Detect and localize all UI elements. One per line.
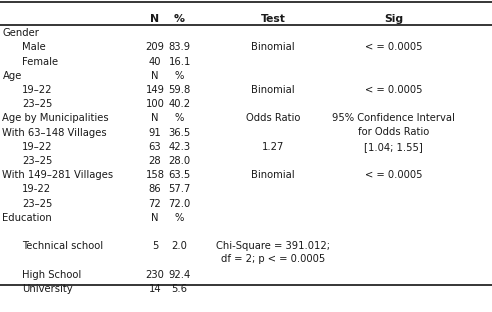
Text: 2.0: 2.0 — [172, 241, 187, 251]
Text: 92.4: 92.4 — [168, 270, 191, 280]
Text: Binomial: Binomial — [251, 85, 295, 95]
Text: 57.7: 57.7 — [168, 184, 191, 194]
Text: Odds Ratio: Odds Ratio — [246, 114, 300, 124]
Text: Female: Female — [22, 57, 58, 67]
Text: 100: 100 — [146, 99, 164, 109]
Text: 72.0: 72.0 — [168, 199, 191, 209]
Text: %: % — [174, 14, 185, 24]
Text: 209: 209 — [146, 42, 164, 52]
Text: 1.27: 1.27 — [262, 142, 284, 152]
Text: 40: 40 — [149, 57, 161, 67]
Text: N: N — [151, 213, 159, 223]
Text: 36.5: 36.5 — [168, 128, 191, 138]
Text: %: % — [175, 114, 184, 124]
Text: With 63–148 Villages: With 63–148 Villages — [2, 128, 107, 138]
Text: N: N — [151, 71, 159, 81]
Text: Age by Municipalities: Age by Municipalities — [2, 114, 109, 124]
Text: 28: 28 — [149, 156, 161, 166]
Text: Age: Age — [2, 71, 22, 81]
Text: < = 0.0005: < = 0.0005 — [365, 85, 422, 95]
Text: 5: 5 — [152, 241, 158, 251]
Text: N: N — [151, 114, 159, 124]
Text: 158: 158 — [146, 170, 164, 180]
Text: 19–22: 19–22 — [22, 85, 53, 95]
Text: 230: 230 — [146, 270, 164, 280]
Text: 23–25: 23–25 — [22, 199, 53, 209]
Text: 23–25: 23–25 — [22, 156, 53, 166]
Text: 23–25: 23–25 — [22, 99, 53, 109]
Text: Binomial: Binomial — [251, 42, 295, 52]
Text: 83.9: 83.9 — [169, 42, 190, 52]
Text: 72: 72 — [149, 199, 161, 209]
Text: 40.2: 40.2 — [169, 99, 190, 109]
Text: < = 0.0005: < = 0.0005 — [365, 170, 422, 180]
Text: 14: 14 — [149, 284, 161, 294]
Text: 86: 86 — [149, 184, 161, 194]
Text: Test: Test — [261, 14, 285, 24]
Text: N: N — [151, 14, 159, 24]
Text: 149: 149 — [146, 85, 164, 95]
Text: [1.04; 1.55]: [1.04; 1.55] — [364, 142, 423, 152]
Text: With 149–281 Villages: With 149–281 Villages — [2, 170, 114, 180]
Text: Technical school: Technical school — [22, 241, 103, 251]
Text: 42.3: 42.3 — [169, 142, 190, 152]
Text: 19–22: 19–22 — [22, 142, 53, 152]
Text: 16.1: 16.1 — [168, 57, 191, 67]
Text: 59.8: 59.8 — [168, 85, 191, 95]
Text: 95% Confidence Interval
for Odds Ratio: 95% Confidence Interval for Odds Ratio — [332, 114, 455, 137]
Text: Sig: Sig — [384, 14, 403, 24]
Text: 91: 91 — [149, 128, 161, 138]
Text: University: University — [22, 284, 73, 294]
Text: %: % — [175, 71, 184, 81]
Text: Education: Education — [2, 213, 52, 223]
Text: 28.0: 28.0 — [169, 156, 190, 166]
Text: Male: Male — [22, 42, 46, 52]
Text: Chi-Square = 391.012;
df = 2; p < = 0.0005: Chi-Square = 391.012; df = 2; p < = 0.00… — [216, 241, 330, 264]
Text: 19-22: 19-22 — [22, 184, 51, 194]
Text: 63.5: 63.5 — [168, 170, 191, 180]
Text: 5.6: 5.6 — [172, 284, 187, 294]
Text: Gender: Gender — [2, 28, 39, 38]
Text: < = 0.0005: < = 0.0005 — [365, 42, 422, 52]
Text: Binomial: Binomial — [251, 170, 295, 180]
Text: High School: High School — [22, 270, 81, 280]
Text: %: % — [175, 213, 184, 223]
Text: 63: 63 — [149, 142, 161, 152]
